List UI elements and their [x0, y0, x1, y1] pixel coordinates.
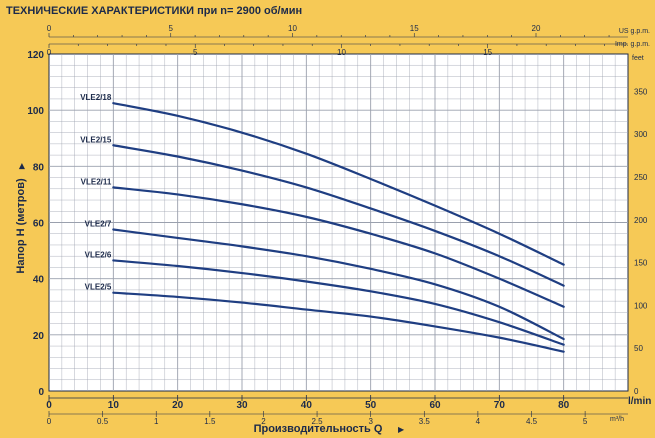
chart-title: ТЕХНИЧЕСКИЕ ХАРАКТЕРИСТИКИ при n= 2900 о… [6, 5, 302, 17]
imp-gpm-tick-label: 10 [337, 48, 346, 57]
curve-vle2-18 [112, 102, 565, 266]
m3h-tick-label: 2 [261, 417, 266, 426]
x-tick-label: 10 [108, 400, 120, 411]
imp-gpm-tick-label: 0 [47, 48, 52, 57]
curve-vle2-7 [112, 228, 565, 341]
m3h-tick-label: 2.5 [311, 417, 323, 426]
us-gpm-tick-label: 20 [532, 24, 541, 33]
x-axis-arrow-icon: ▶ [398, 425, 405, 434]
feet-tick-label: 0 [634, 387, 639, 396]
y-tick-label: 80 [33, 162, 45, 173]
m3h-tick-label: 5 [583, 417, 588, 426]
feet-tick-label: 150 [634, 259, 648, 268]
series-label: VLE2/5 [85, 283, 112, 292]
imp-gpm-tick-label: 15 [483, 48, 492, 57]
curve-vle2-6 [112, 259, 565, 346]
imp-gpm-unit: Imp. g.p.m. [615, 41, 650, 48]
x-tick-label: 60 [429, 400, 441, 411]
x-tick-label: 20 [172, 400, 184, 411]
curves: VLE2/18 VLE2/15 VLE2/11 VLE2/7 VLE2/6 VLE2/5 [80, 93, 565, 353]
us-gpm-tick-label: 5 [169, 24, 174, 33]
y-tick-label: 120 [27, 50, 44, 61]
feet-tick-label: 350 [634, 87, 648, 96]
x-tick-label: 40 [301, 400, 313, 411]
feet-tick-label: 250 [634, 173, 648, 182]
series-label: VLE2/15 [80, 135, 112, 144]
y-tick-label: 20 [33, 331, 45, 342]
us-gpm-tick-label: 10 [288, 24, 297, 33]
x-tick-label: 0 [46, 400, 52, 411]
y-axis-arrow-icon: ▶ [17, 162, 26, 169]
m3h-tick-label: 1.5 [204, 417, 216, 426]
series-label: VLE2/11 [81, 177, 112, 186]
y-tick-label: 0 [38, 387, 44, 398]
x-tick-label: 70 [494, 400, 506, 411]
m3h-tick-label: 3 [368, 417, 373, 426]
x-tick-label: 30 [236, 400, 248, 411]
series-label: VLE2/7 [85, 220, 112, 229]
y-tick-label: 60 [33, 219, 45, 230]
x-tick-label: 50 [365, 400, 377, 411]
feet-tick-label: 300 [634, 130, 648, 139]
us-gpm-tick-label: 15 [410, 24, 419, 33]
curve-vle2-5 [112, 291, 565, 353]
us-gpm-tick-label: 0 [47, 24, 52, 33]
y-axis-label: Напор H (метров) [15, 178, 27, 274]
m3h-tick-label: 0 [47, 417, 52, 426]
m3h-tick-label: 4 [476, 417, 481, 426]
feet-tick-label: 50 [634, 344, 643, 353]
series-label: VLE2/18 [80, 93, 112, 102]
curve-vle2-15 [112, 144, 565, 287]
feet-unit: feet [632, 55, 644, 62]
m3h-tick-label: 3.5 [419, 417, 431, 426]
m3h-unit: m³/h [610, 416, 624, 423]
feet-tick-label: 100 [634, 301, 648, 310]
grid [49, 54, 628, 391]
y-tick-label: 40 [33, 275, 45, 286]
m3h-tick-label: 0.5 [97, 417, 109, 426]
imp-gpm-tick-label: 5 [193, 48, 198, 57]
us-gpm-unit: US g.p.m. [619, 28, 650, 35]
series-label: VLE2/6 [85, 250, 112, 259]
curve-vle2-11 [112, 186, 565, 308]
lmin-unit: l/min [628, 396, 651, 407]
y-tick-label: 100 [27, 106, 44, 117]
feet-tick-label: 200 [634, 216, 648, 225]
m3h-tick-label: 4.5 [526, 417, 538, 426]
x-tick-label: 80 [558, 400, 570, 411]
x-axis-label: Производительность Q [254, 423, 383, 435]
m3h-tick-label: 1 [154, 417, 159, 426]
